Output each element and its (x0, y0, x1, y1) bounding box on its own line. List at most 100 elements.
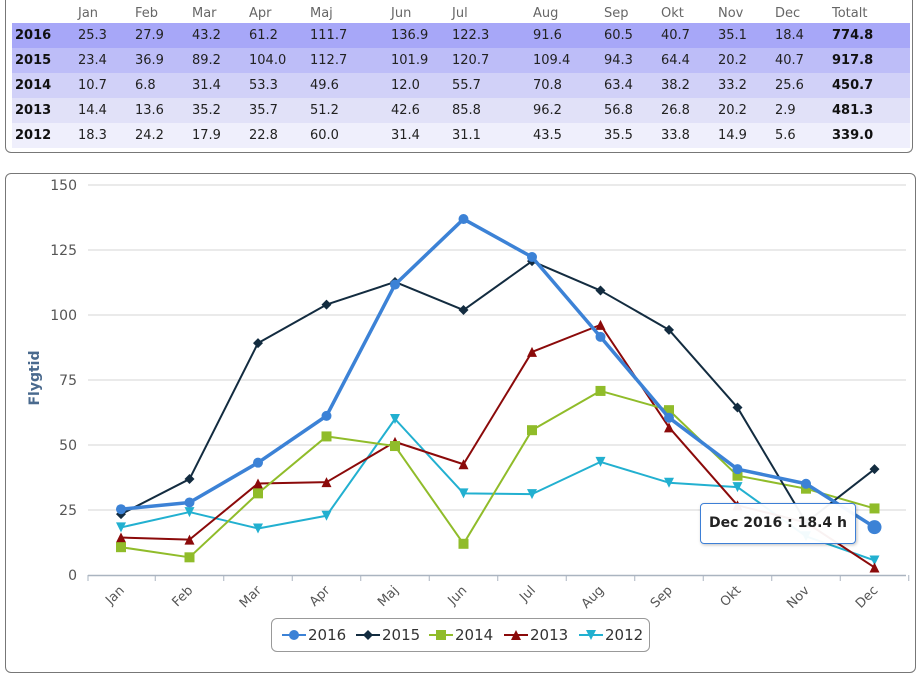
legend-item-2012[interactable]: 2012 (579, 619, 651, 651)
value-cell: 12.0 (388, 73, 449, 98)
value-cell: 14.9 (715, 123, 772, 148)
value-cell: 53.3 (246, 73, 307, 98)
series-line[interactable] (120, 217, 876, 529)
data-point[interactable] (732, 470, 743, 481)
value-cell: 23.4 (75, 48, 132, 73)
data-point[interactable] (664, 405, 674, 416)
data-point[interactable] (869, 555, 880, 566)
total-cell: 339.0 (829, 123, 910, 148)
value-cell: 25.3 (75, 23, 132, 48)
value-cell: 111.7 (307, 23, 388, 48)
data-point[interactable] (184, 507, 195, 518)
data-point[interactable] (595, 331, 606, 342)
data-point[interactable] (458, 459, 469, 470)
series-2016[interactable] (116, 214, 882, 535)
legend-item-2013[interactable]: 2013 (504, 619, 576, 651)
data-point[interactable] (253, 488, 263, 499)
data-point[interactable] (732, 482, 743, 493)
y-axis-title: Flygtid (27, 350, 43, 405)
data-point[interactable] (458, 214, 469, 225)
data-point[interactable] (527, 346, 537, 357)
x-tick-label: Sep (648, 583, 676, 611)
data-point[interactable] (321, 477, 332, 488)
value-cell: 42.6 (388, 98, 449, 123)
data-point[interactable] (390, 279, 400, 290)
header-jan: Jan (78, 5, 99, 21)
series-2012[interactable] (116, 414, 880, 566)
data-point[interactable] (664, 422, 674, 433)
data-point[interactable] (527, 425, 537, 436)
total-cell: 450.7 (829, 73, 910, 98)
value-cell: 33.2 (715, 73, 772, 98)
value-cell: 122.3 (449, 23, 530, 48)
header-nov: Nov (718, 5, 744, 21)
legend-marker[interactable] (586, 630, 596, 640)
data-point[interactable] (664, 412, 674, 423)
data-point[interactable] (116, 504, 126, 515)
data-point[interactable] (595, 319, 606, 330)
data-point[interactable] (184, 534, 195, 545)
data-point[interactable] (664, 477, 674, 488)
data-point[interactable] (253, 523, 263, 534)
data-point[interactable] (253, 478, 263, 489)
value-cell: 17.9 (189, 123, 246, 148)
data-point[interactable] (116, 532, 126, 543)
data-point[interactable] (458, 305, 469, 316)
data-point[interactable] (801, 478, 811, 489)
data-point[interactable] (321, 299, 332, 310)
data-point[interactable] (595, 385, 606, 396)
table-header-row: Jan Feb Mar Apr Maj Jun Jul Aug Sep Okt Nov Dec Tota… (12, 3, 910, 23)
series-line[interactable] (120, 260, 876, 524)
data-point[interactable] (867, 520, 882, 535)
header-sep: Sep (604, 5, 629, 21)
value-cell: 18.3 (75, 123, 132, 148)
data-point[interactable] (116, 522, 126, 533)
data-point[interactable] (458, 538, 469, 549)
legend-item-2014[interactable]: 2014 (429, 619, 501, 651)
data-point[interactable] (184, 552, 195, 563)
data-point[interactable] (321, 431, 332, 442)
data-point[interactable] (732, 464, 743, 475)
data-point[interactable] (184, 497, 195, 508)
value-cell: 5.6 (772, 123, 829, 148)
value-cell: 35.2 (189, 98, 246, 123)
data-point[interactable] (321, 510, 332, 521)
value-cell: 35.5 (601, 123, 658, 148)
year-cell: 2016 (12, 23, 75, 48)
total-cell: 917.8 (829, 48, 910, 73)
data-point[interactable] (390, 441, 400, 452)
value-cell: 33.8 (658, 123, 715, 148)
series-lines[interactable] (116, 214, 882, 573)
data-point[interactable] (869, 503, 880, 514)
value-cell: 55.7 (449, 73, 530, 98)
legend-item-2015[interactable]: 2015 (356, 619, 428, 651)
series-line[interactable] (120, 389, 875, 559)
data-point[interactable] (527, 489, 537, 500)
data-point[interactable] (869, 562, 880, 573)
data-point[interactable] (253, 457, 263, 468)
legend-marker[interactable] (289, 630, 299, 640)
y-tick-label: 150 (50, 178, 77, 194)
data-point[interactable] (184, 474, 195, 485)
data-point[interactable] (390, 414, 400, 424)
value-cell: 61.2 (246, 23, 307, 48)
data-point[interactable] (869, 464, 880, 475)
legend-marker[interactable] (363, 630, 373, 640)
legend-marker[interactable] (436, 630, 446, 640)
x-tick-label: Aug (579, 583, 608, 612)
data-point[interactable] (253, 338, 263, 349)
data-point[interactable] (116, 542, 126, 553)
data-point[interactable] (527, 252, 537, 263)
data-point[interactable] (595, 285, 606, 296)
data-point[interactable] (595, 456, 606, 467)
data-point[interactable] (664, 324, 674, 335)
legend-item-2016[interactable]: 2016 (282, 619, 354, 651)
data-point[interactable] (732, 402, 743, 413)
series-line[interactable] (120, 418, 875, 562)
data-point[interactable] (458, 488, 469, 499)
legend-marker[interactable] (511, 630, 521, 640)
total-cell: 481.3 (829, 98, 910, 123)
legend-swatch (504, 630, 528, 640)
data-point[interactable] (321, 410, 332, 421)
x-tick-label: Jul (516, 583, 538, 605)
